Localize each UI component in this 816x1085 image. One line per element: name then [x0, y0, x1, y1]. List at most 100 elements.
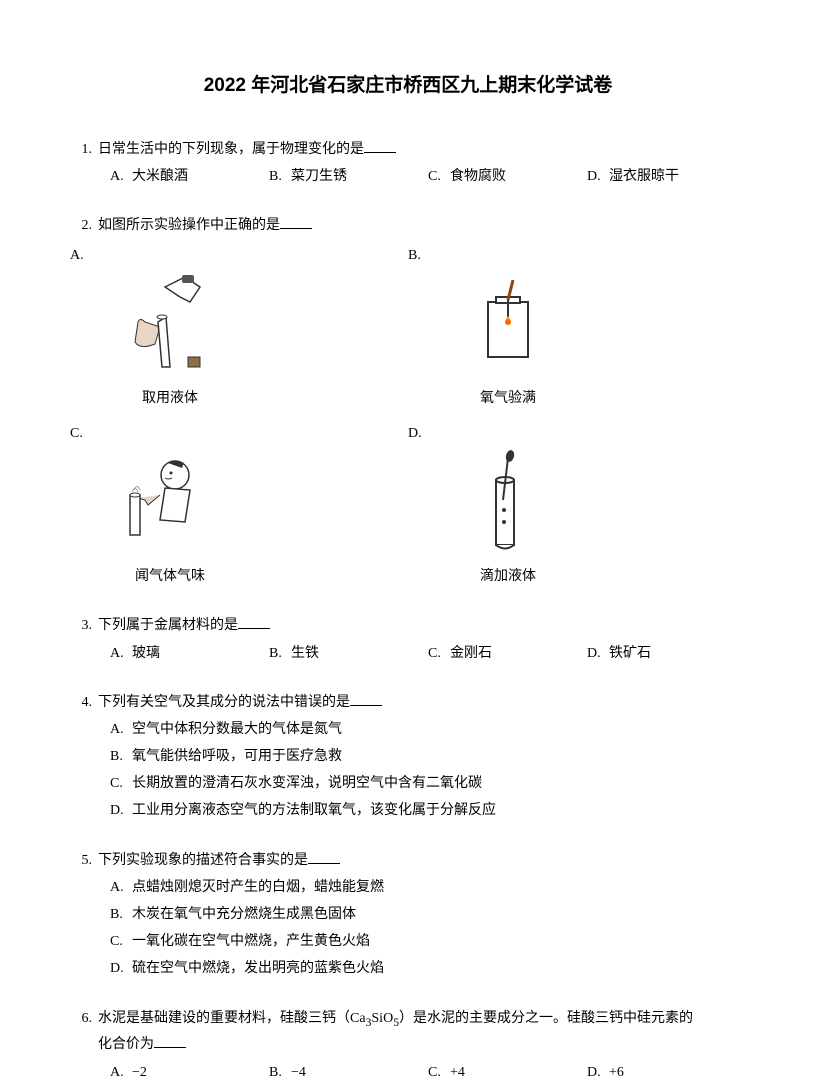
q1-d-text: 湿衣服晾干 [609, 169, 679, 184]
q6-option-b: B.−4 [269, 1060, 428, 1085]
opt-label: A. [110, 641, 132, 666]
q1-stem: 日常生活中的下列现象，属于物理变化的是 [98, 137, 746, 162]
blank [280, 215, 312, 229]
q6-b-text: −4 [291, 1065, 306, 1080]
opt-label: C. [70, 421, 408, 446]
blank [350, 692, 382, 706]
q4-c-text: 长期放置的澄清石灰水变浑浊，说明空气中含有二氧化碳 [132, 776, 482, 791]
q3-b-text: 生铁 [291, 646, 319, 661]
q2-option-c: C. 闻气体气味 [70, 421, 408, 589]
q6-stem-pre: 水泥是基础建设的重要材料，硅酸三钙（Ca [98, 1011, 366, 1026]
blank [238, 615, 270, 629]
opt-label: D. [587, 641, 609, 666]
opt-label: B. [269, 1060, 291, 1085]
q5-d-text: 硫在空气中燃烧，发出明亮的蓝紫色火焰 [132, 961, 384, 976]
opt-label: A. [110, 717, 132, 742]
pour-liquid-icon [110, 272, 230, 382]
q3-options: A.玻璃 B.生铁 C.金刚石 D.铁矿石 [70, 641, 746, 666]
question-4: 4. 下列有关空气及其成分的说法中错误的是 A.空气中体积分数最大的气体是氮气 … [70, 690, 746, 824]
question-2: 2. 如图所示实验操作中正确的是 A. 取用液体 [70, 213, 746, 589]
q2-figure-a [110, 272, 230, 382]
q3-option-a: A.玻璃 [110, 641, 269, 666]
q3-c-text: 金刚石 [450, 646, 492, 661]
q5-options: A.点蜡烛刚熄灭时产生的白烟，蜡烛能复燃 B.木炭在氧气中充分燃烧生成黑色固体 … [70, 875, 746, 982]
q4-number: 4. [70, 690, 98, 715]
opt-label: B. [110, 744, 132, 769]
opt-label: A. [110, 164, 132, 189]
q2-option-b: B. 氧气验满 [408, 243, 746, 411]
q5-a-text: 点蜡烛刚熄灭时产生的白烟，蜡烛能复燃 [132, 880, 384, 895]
q4-stem-text: 下列有关空气及其成分的说法中错误的是 [98, 695, 350, 710]
q6-option-d: D.+6 [587, 1060, 746, 1085]
q5-option-c: C.一氧化碳在空气中燃烧，产生黄色火焰 [110, 929, 746, 954]
blank [154, 1034, 186, 1048]
q4-stem: 下列有关空气及其成分的说法中错误的是 [98, 690, 746, 715]
opt-label: C. [428, 641, 450, 666]
opt-label: C. [428, 164, 450, 189]
q6-stem-mid: SiO [371, 1011, 393, 1026]
q6-line2-text: 化合价为 [98, 1037, 154, 1052]
q2-figure-c [110, 450, 230, 560]
q2-stem-text: 如图所示实验操作中正确的是 [98, 218, 280, 233]
q5-number: 5. [70, 848, 98, 873]
opt-label: A. [110, 1060, 132, 1085]
blank [308, 850, 340, 864]
q3-option-b: B.生铁 [269, 641, 428, 666]
q4-option-c: C.长期放置的澄清石灰水变浑浊，说明空气中含有二氧化碳 [110, 771, 746, 796]
q3-option-d: D.铁矿石 [587, 641, 746, 666]
q6-number: 6. [70, 1006, 98, 1033]
opt-label: D. [587, 1060, 609, 1085]
opt-label: D. [110, 956, 132, 981]
q2-number: 2. [70, 213, 98, 238]
page-title: 2022 年河北省石家庄市桥西区九上期末化学试卷 [70, 70, 746, 97]
q5-option-d: D.硫在空气中燃烧，发出明亮的蓝紫色火焰 [110, 956, 746, 981]
q2-caption-b: 氧气验满 [448, 386, 568, 411]
q5-stem: 下列实验现象的描述符合事实的是 [98, 848, 746, 873]
q2-option-a: A. 取用液体 [70, 243, 408, 411]
q1-option-c: C.食物腐败 [428, 164, 587, 189]
opt-label: B. [269, 164, 291, 189]
q2-caption-c: 闻气体气味 [110, 564, 230, 589]
q6-stem-post: ）是水泥的主要成分之一。硅酸三钙中硅元素的 [399, 1011, 693, 1026]
q4-d-text: 工业用分离液态空气的方法制取氧气，该变化属于分解反应 [132, 803, 496, 818]
q4-option-d: D.工业用分离液态空气的方法制取氧气，该变化属于分解反应 [110, 798, 746, 823]
opt-label: D. [587, 164, 609, 189]
opt-label: B. [110, 902, 132, 927]
drop-liquid-icon [448, 450, 568, 560]
question-1: 1. 日常生活中的下列现象，属于物理变化的是 A.大米酿酒 B.菜刀生锈 C.食… [70, 137, 746, 189]
opt-label: A. [70, 243, 408, 268]
q3-option-c: C.金刚石 [428, 641, 587, 666]
q4-option-a: A.空气中体积分数最大的气体是氮气 [110, 717, 746, 742]
q3-d-text: 铁矿石 [609, 646, 651, 661]
q4-b-text: 氧气能供给呼吸，可用于医疗急救 [132, 749, 342, 764]
q3-a-text: 玻璃 [132, 646, 160, 661]
q3-stem-text: 下列属于金属材料的是 [98, 618, 238, 633]
q5-option-b: B.木炭在氧气中充分燃烧生成黑色固体 [110, 902, 746, 927]
opt-label: B. [269, 641, 291, 666]
q1-option-a: A.大米酿酒 [110, 164, 269, 189]
question-3: 3. 下列属于金属材料的是 A.玻璃 B.生铁 C.金刚石 D.铁矿石 [70, 613, 746, 665]
q6-option-a: A.−2 [110, 1060, 269, 1085]
opt-label: D. [408, 421, 746, 446]
q1-options: A.大米酿酒 B.菜刀生锈 C.食物腐败 D.湿衣服晾干 [70, 164, 746, 189]
opt-label: C. [428, 1060, 450, 1085]
q2-figure-d [448, 450, 568, 560]
q2-option-d: D. 滴加液体 [408, 421, 746, 589]
q3-stem: 下列属于金属材料的是 [98, 613, 746, 638]
q6-options: A.−2 B.−4 C.+4 D.+6 [70, 1060, 746, 1085]
q1-option-d: D.湿衣服晾干 [587, 164, 746, 189]
q3-number: 3. [70, 613, 98, 638]
question-5: 5. 下列实验现象的描述符合事实的是 A.点蜡烛刚熄灭时产生的白烟，蜡烛能复燃 … [70, 848, 746, 982]
opt-label: C. [110, 929, 132, 954]
q6-a-text: −2 [132, 1065, 147, 1080]
oxygen-test-icon [448, 272, 568, 382]
q5-b-text: 木炭在氧气中充分燃烧生成黑色固体 [132, 907, 356, 922]
q2-caption-d: 滴加液体 [448, 564, 568, 589]
opt-label: D. [110, 798, 132, 823]
q1-option-b: B.菜刀生锈 [269, 164, 428, 189]
q1-stem-text: 日常生活中的下列现象，属于物理变化的是 [98, 142, 364, 157]
q6-option-c: C.+4 [428, 1060, 587, 1085]
opt-label: B. [408, 243, 746, 268]
blank [364, 139, 396, 153]
q6-d-text: +6 [609, 1065, 624, 1080]
